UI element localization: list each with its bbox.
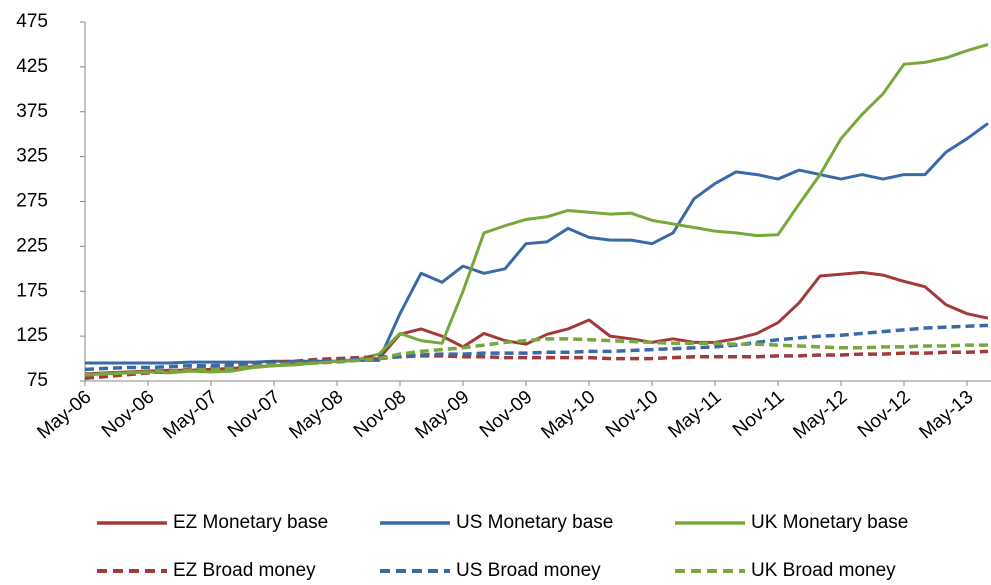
y-tick-label: 475	[16, 11, 48, 32]
x-tick-label: May-11	[664, 387, 725, 443]
y-tick-label: 125	[16, 325, 48, 346]
y-tick-label: 175	[16, 280, 48, 301]
legend-label: US Broad money	[456, 560, 601, 581]
series-line	[84, 323, 989, 372]
x-tick-label: Nov-11	[729, 387, 788, 442]
y-tick-label: 425	[16, 56, 48, 77]
y-tick-label: 375	[16, 101, 48, 122]
x-tick-label: May-12	[789, 387, 851, 444]
x-tick-label: Nov-08	[350, 387, 410, 442]
series-line	[84, 349, 989, 381]
legend-label: US Monetary base	[456, 512, 613, 533]
series-line	[84, 337, 988, 377]
legend-label: UK Broad money	[751, 560, 896, 581]
x-tick-label: May-13	[915, 387, 977, 444]
x-tick-label: May-07	[159, 387, 221, 444]
y-tick-label: 325	[16, 146, 48, 167]
x-tick-label: Nov-07	[224, 387, 284, 442]
x-tick-label: Nov-12	[854, 387, 914, 442]
series-line	[84, 43, 989, 377]
x-tick-label: Nov-06	[98, 387, 158, 442]
legend-label: UK Monetary base	[751, 512, 908, 533]
x-tick-label: May-10	[537, 387, 599, 444]
legend-label: EZ Broad money	[173, 560, 316, 581]
y-tick-label: 225	[16, 235, 48, 256]
x-tick-label: May-06	[33, 387, 95, 444]
x-tick-label: Nov-09	[476, 387, 536, 442]
x-tick-label: May-08	[285, 387, 347, 444]
x-tick-label: May-09	[411, 387, 473, 444]
series-line	[85, 122, 989, 365]
y-tick-label: 75	[27, 370, 48, 391]
legend-label: EZ Monetary base	[173, 512, 328, 533]
y-tick-label: 275	[16, 191, 48, 212]
x-tick-label: Nov-10	[602, 387, 662, 442]
